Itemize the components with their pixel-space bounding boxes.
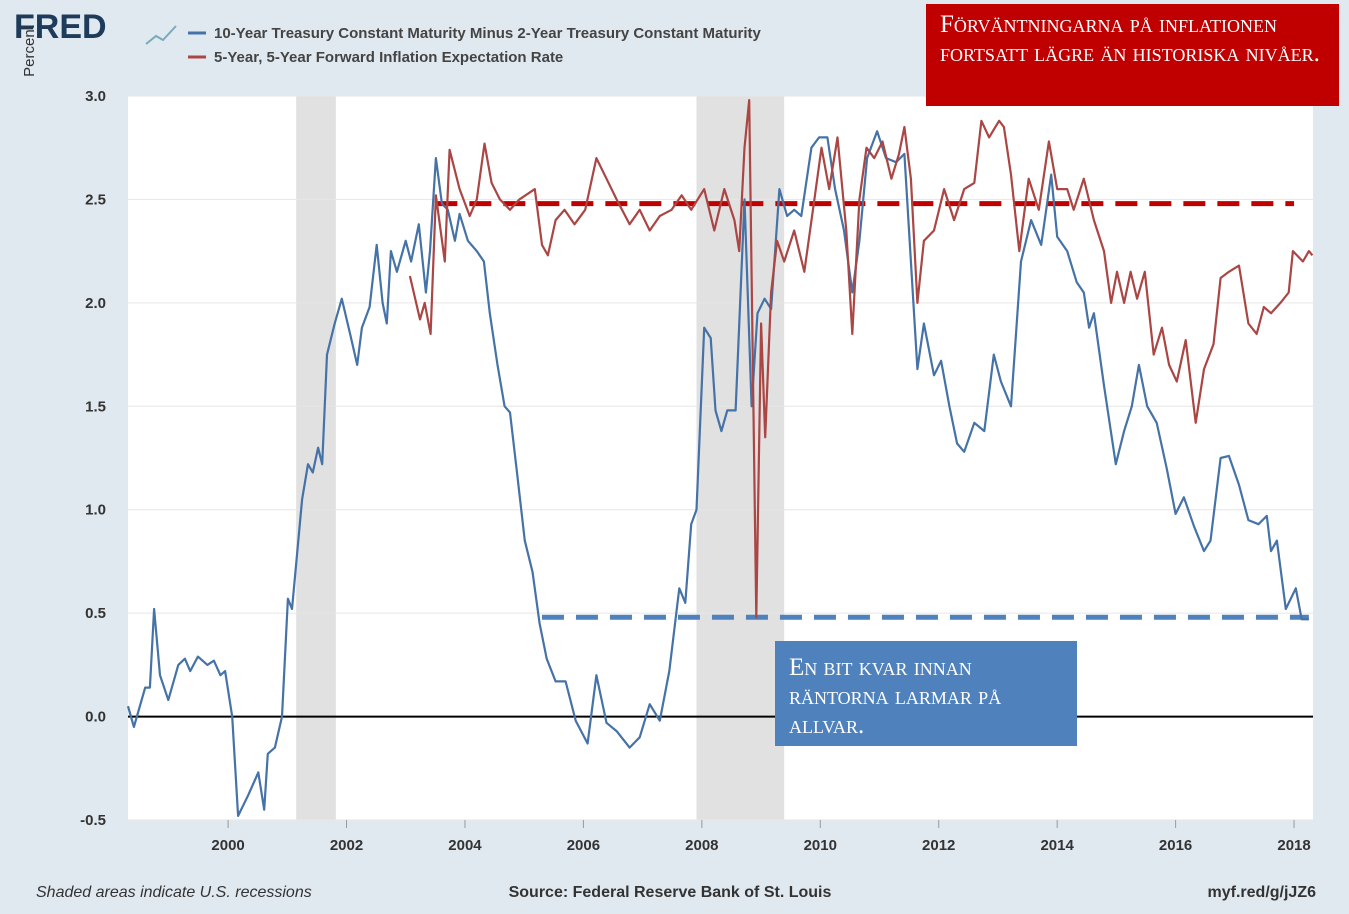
y-tick-label: 2.5	[85, 191, 106, 208]
y-tick-label: 3.0	[85, 88, 106, 105]
x-tick-label: 2004	[448, 837, 482, 854]
footer-source: Source: Federal Reserve Bank of St. Loui…	[509, 884, 832, 901]
y-axis-label: Percent	[21, 24, 38, 77]
annotation-box: Förväntningarna på inflationen fortsatt …	[926, 4, 1339, 106]
series-line	[408, 99, 1314, 619]
x-tick-label: 2002	[330, 837, 363, 854]
x-tick-label: 2018	[1277, 837, 1310, 854]
footer-note: Shaded areas indicate U.S. recessions	[36, 884, 312, 901]
x-tick-label: 2008	[685, 837, 718, 854]
x-tick-label: 2000	[211, 837, 244, 854]
y-tick-label: -0.5	[80, 812, 106, 829]
y-tick-label: 0.0	[85, 709, 106, 726]
footer-link: myf.red/g/jJZ6	[1208, 884, 1317, 901]
logo-icon	[145, 25, 177, 45]
y-tick-label: 0.5	[85, 605, 106, 622]
legend-label: 10-Year Treasury Constant Maturity Minus…	[214, 25, 761, 42]
y-tick-label: 2.0	[85, 295, 106, 312]
x-tick-label: 2006	[567, 837, 600, 854]
y-tick-label: 1.0	[85, 502, 106, 519]
logo: FRED	[14, 8, 107, 46]
x-tick-label: 2012	[922, 837, 955, 854]
annotation-box: En bit kvar innan räntorna larmar på all…	[775, 641, 1077, 746]
series-line	[126, 130, 1309, 817]
x-tick-label: 2016	[1159, 837, 1192, 854]
y-tick-label: 1.5	[85, 398, 106, 415]
legend-label: 5-Year, 5-Year Forward Inflation Expecta…	[214, 49, 563, 66]
x-tick-label: 2014	[1040, 837, 1074, 854]
x-tick-label: 2010	[804, 837, 837, 854]
